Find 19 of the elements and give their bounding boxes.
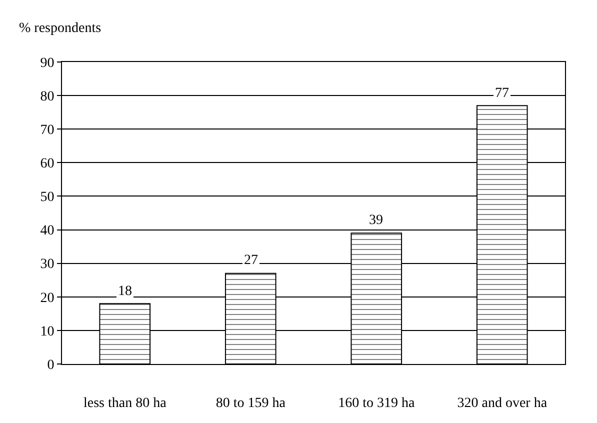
- x-tick-label: 80 to 159 ha: [216, 396, 286, 411]
- y-tick-label: 20: [40, 290, 54, 306]
- data-label: 77: [495, 86, 509, 101]
- x-tick-label: less than 80 ha: [83, 396, 168, 411]
- y-tick-label: 90: [40, 56, 54, 71]
- x-tick-label: 320 and over ha: [457, 396, 548, 411]
- data-label: 27: [244, 253, 258, 268]
- x-tick-label: 160 to 319 ha: [338, 396, 416, 411]
- y-tick-label: 50: [40, 190, 54, 206]
- y-tick-label: 10: [40, 324, 54, 340]
- y-tick-label: 80: [40, 89, 54, 104]
- y-tick-label: 30: [40, 257, 54, 272]
- data-label: 39: [369, 213, 383, 228]
- y-tick-label: 0: [47, 358, 54, 373]
- y-tick-label: 60: [40, 156, 54, 172]
- y-axis-title: % respondents: [19, 21, 102, 36]
- data-label: 18: [118, 284, 132, 299]
- y-tick-label: 70: [40, 123, 54, 138]
- y-tick-label: 40: [40, 224, 54, 239]
